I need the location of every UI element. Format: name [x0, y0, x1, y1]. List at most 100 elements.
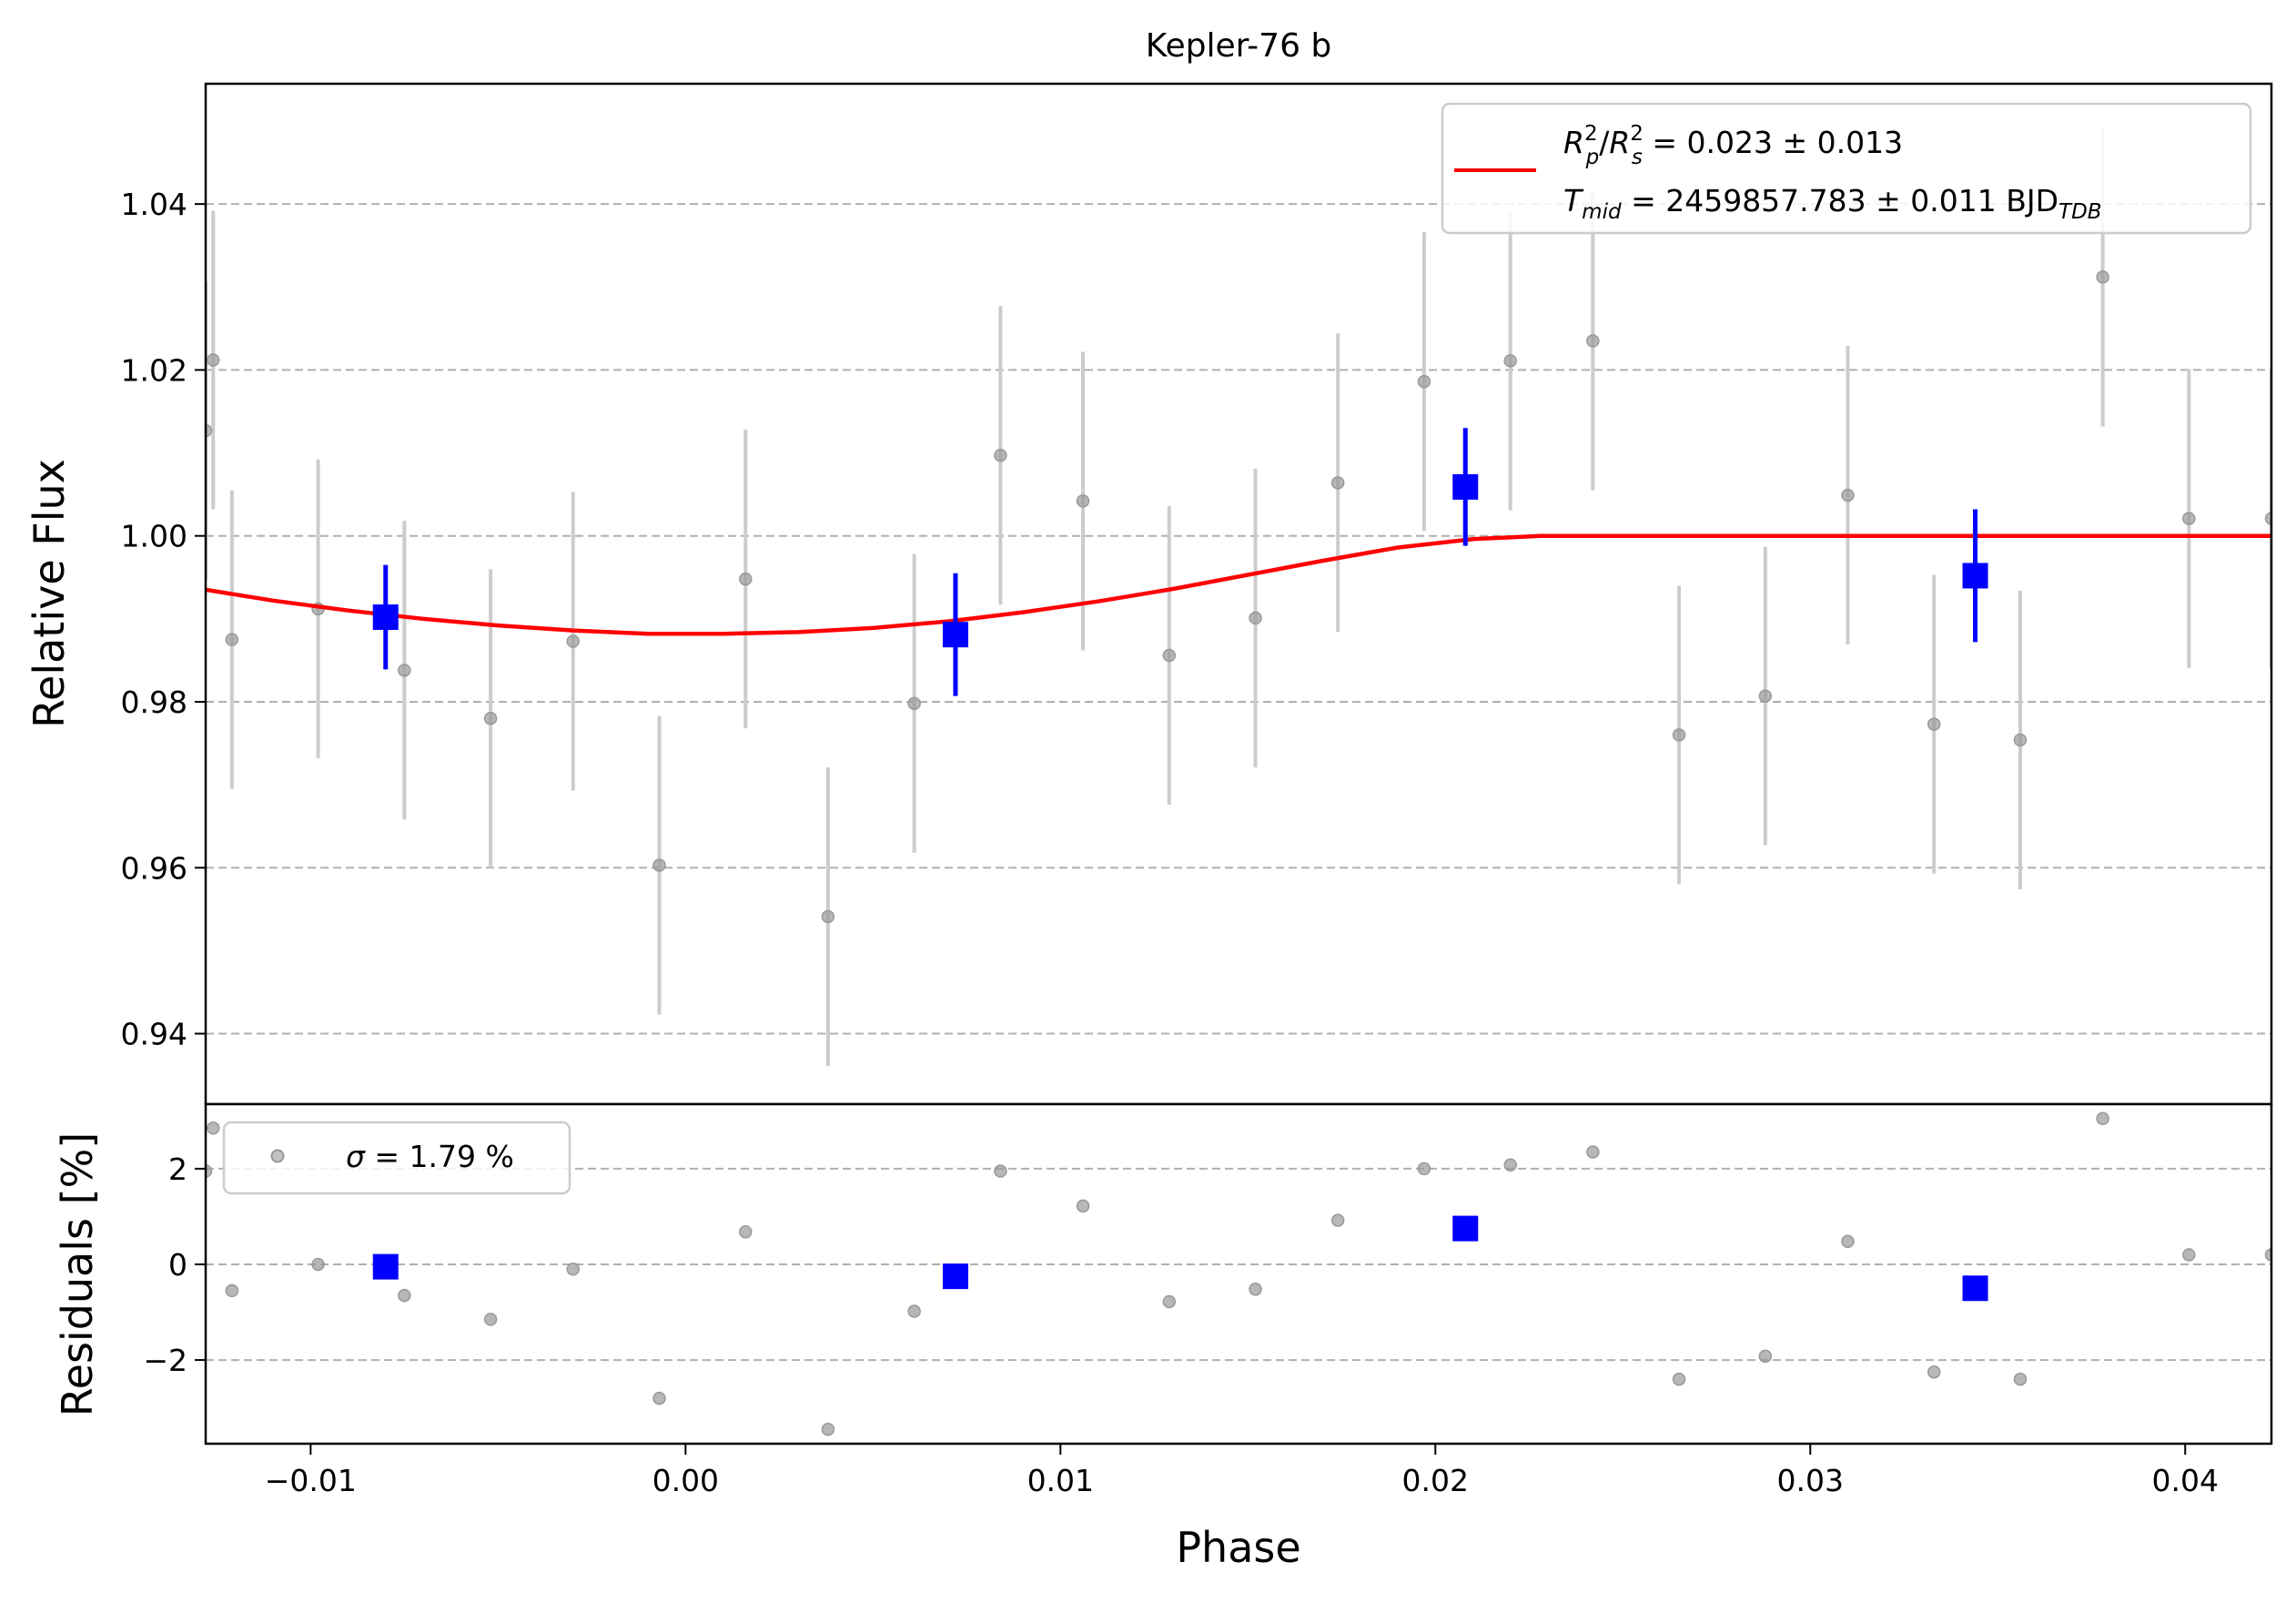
- flux-data-point: [738, 572, 753, 586]
- flux-plot-area: [206, 84, 2271, 1104]
- flux-binned-point: [1452, 473, 1479, 500]
- residuals-y-tick-label: 2: [168, 1152, 187, 1187]
- flux-data-point: [652, 858, 666, 872]
- residual-data-point: [398, 1288, 411, 1303]
- flux-y-tick-label: 1.00: [121, 519, 187, 554]
- depth-value: = 0.023 ± 0.013: [1643, 125, 1903, 160]
- flux-data-point: [1586, 334, 1600, 348]
- flux-data-point: [907, 696, 921, 711]
- flux-data-point: [2182, 512, 2196, 525]
- flux-data-point: [225, 633, 239, 646]
- residuals-series-group: [206, 1111, 2271, 1436]
- flux-data-point: [821, 909, 835, 924]
- flux-data-point: [2264, 512, 2271, 525]
- flux-data-point: [1417, 374, 1431, 389]
- rp-symbol: R: [1563, 125, 1584, 160]
- phase-x-tick-label: 0.03: [1777, 1463, 1844, 1498]
- residuals-legend-box: [222, 1121, 571, 1195]
- flux-y-tick-label: 0.94: [121, 1017, 187, 1052]
- residuals-plot: [206, 1111, 2271, 1436]
- residual-data-point: [225, 1283, 239, 1298]
- phase-x-tick-label: 0.00: [652, 1463, 719, 1498]
- residual-data-point: [2096, 1111, 2109, 1126]
- tmid-sub: mid: [1582, 200, 1622, 224]
- flux-data-point: [1672, 728, 1686, 742]
- flux-data-point: [1503, 354, 1517, 368]
- residual-data-point: [821, 1422, 835, 1436]
- rp-sup: 2: [1584, 122, 1598, 146]
- flux-legend-box: [1441, 102, 2252, 235]
- flux-y-axis-label: Relative Flux: [25, 459, 74, 728]
- residual-data-point: [1417, 1162, 1431, 1176]
- phase-x-axis-label: Phase: [1176, 1523, 1300, 1572]
- rs-sup: 2: [1630, 122, 1644, 146]
- residual-data-point: [2264, 1248, 2271, 1262]
- flux-data-point: [483, 711, 498, 725]
- flux-data-point: [1841, 488, 1855, 502]
- residual-data-point: [1586, 1145, 1600, 1159]
- phase-x-tick-label: 0.01: [1027, 1463, 1094, 1498]
- flux-model-curve: [206, 533, 2271, 636]
- sigma-value: = 1.79 %: [365, 1139, 514, 1174]
- residual-data-point: [907, 1304, 921, 1318]
- residual-data-point: [2013, 1372, 2028, 1386]
- phase-x-tick-label: −0.01: [265, 1463, 357, 1498]
- residual-data-point: [652, 1391, 666, 1405]
- residuals-legend-marker: [270, 1149, 285, 1163]
- residuals-y-axis-label: Residuals [%]: [53, 1132, 102, 1416]
- residual-data-point: [1841, 1234, 1855, 1249]
- flux-data-point: [1162, 648, 1177, 663]
- flux-grid: [206, 203, 2271, 1035]
- residual-data-point: [1330, 1213, 1345, 1227]
- flux-data-point: [994, 449, 1007, 462]
- residuals-legend: σ = 1.79 %: [222, 1121, 571, 1195]
- flux-plot: [206, 127, 2271, 1067]
- residual-data-point: [1249, 1283, 1262, 1296]
- rp-sub: p: [1585, 146, 1600, 169]
- residual-data-point: [1758, 1349, 1773, 1364]
- flux-legend-depth: R2 p/R2 s = 0.023 ± 0.013: [1563, 122, 1903, 169]
- flux-y-tick-label: 0.96: [121, 850, 187, 886]
- flux-data-point: [1076, 494, 1090, 508]
- residual-binned-point: [942, 1263, 968, 1290]
- flux-data-point: [398, 664, 411, 677]
- residuals-y-tick-label: −2: [143, 1343, 187, 1378]
- flux-series-group: [206, 127, 2271, 1067]
- phase-x-ticks: −0.01 0.00 0.01 0.02 0.03 0.04: [265, 1444, 2219, 1498]
- residual-binned-point: [372, 1253, 399, 1280]
- residual-data-point: [566, 1262, 580, 1276]
- tmid-unit-sub: TDB: [2058, 200, 2102, 224]
- flux-data-point: [1249, 611, 1262, 625]
- phase-x-tick-label: 0.04: [2152, 1463, 2219, 1498]
- tmid-symbol: T: [1563, 183, 1584, 218]
- residuals-y-ticks: −2 0 2: [143, 1152, 206, 1378]
- tmid-value: = 2459857.783 ± 0.011 BJD: [1622, 183, 2058, 218]
- flux-data-point: [1758, 689, 1773, 703]
- flux-data-point: [206, 353, 220, 367]
- flux-panel: 0.94 0.96 0.98 1.00 1.02 1.04 Relative Flux R…: [25, 82, 2273, 1106]
- residual-data-point: [206, 1164, 213, 1178]
- flux-data-point: [566, 634, 580, 648]
- residual-data-point: [206, 1121, 220, 1135]
- flux-data-point: [2096, 270, 2109, 284]
- flux-y-ticks: 0.94 0.96 0.98 1.00 1.02 1.04: [121, 187, 206, 1052]
- residual-data-point: [483, 1313, 498, 1326]
- chart-title: Kepler-76 b: [1146, 27, 1332, 65]
- flux-data-point: [1927, 717, 1941, 731]
- flux-data-point: [2013, 733, 2028, 747]
- residual-data-point: [1672, 1372, 1686, 1386]
- flux-binned-point: [942, 622, 968, 648]
- rs-symbol: R: [1609, 125, 1630, 160]
- residuals-frame: [204, 1102, 2273, 1446]
- residual-data-point: [738, 1225, 753, 1239]
- residual-data-point: [1927, 1365, 1941, 1379]
- flux-binned-point: [1962, 563, 1988, 589]
- residual-data-point: [994, 1164, 1007, 1178]
- flux-legend-tmid: Tmid = 2459857.783 ± 0.011 BJDTDB: [1563, 183, 2102, 224]
- flux-binned-point: [372, 604, 399, 631]
- residuals-y-tick-label: 0: [168, 1247, 187, 1283]
- flux-legend: R2 p/R2 s = 0.023 ± 0.013 Tmid = 2459857.7…: [1441, 102, 2252, 235]
- residual-data-point: [311, 1257, 325, 1272]
- residuals-panel: −2 0 2 −0.01 0.00 0.01 0.02 0.03 0.04 Residuals…: [53, 1102, 2273, 1572]
